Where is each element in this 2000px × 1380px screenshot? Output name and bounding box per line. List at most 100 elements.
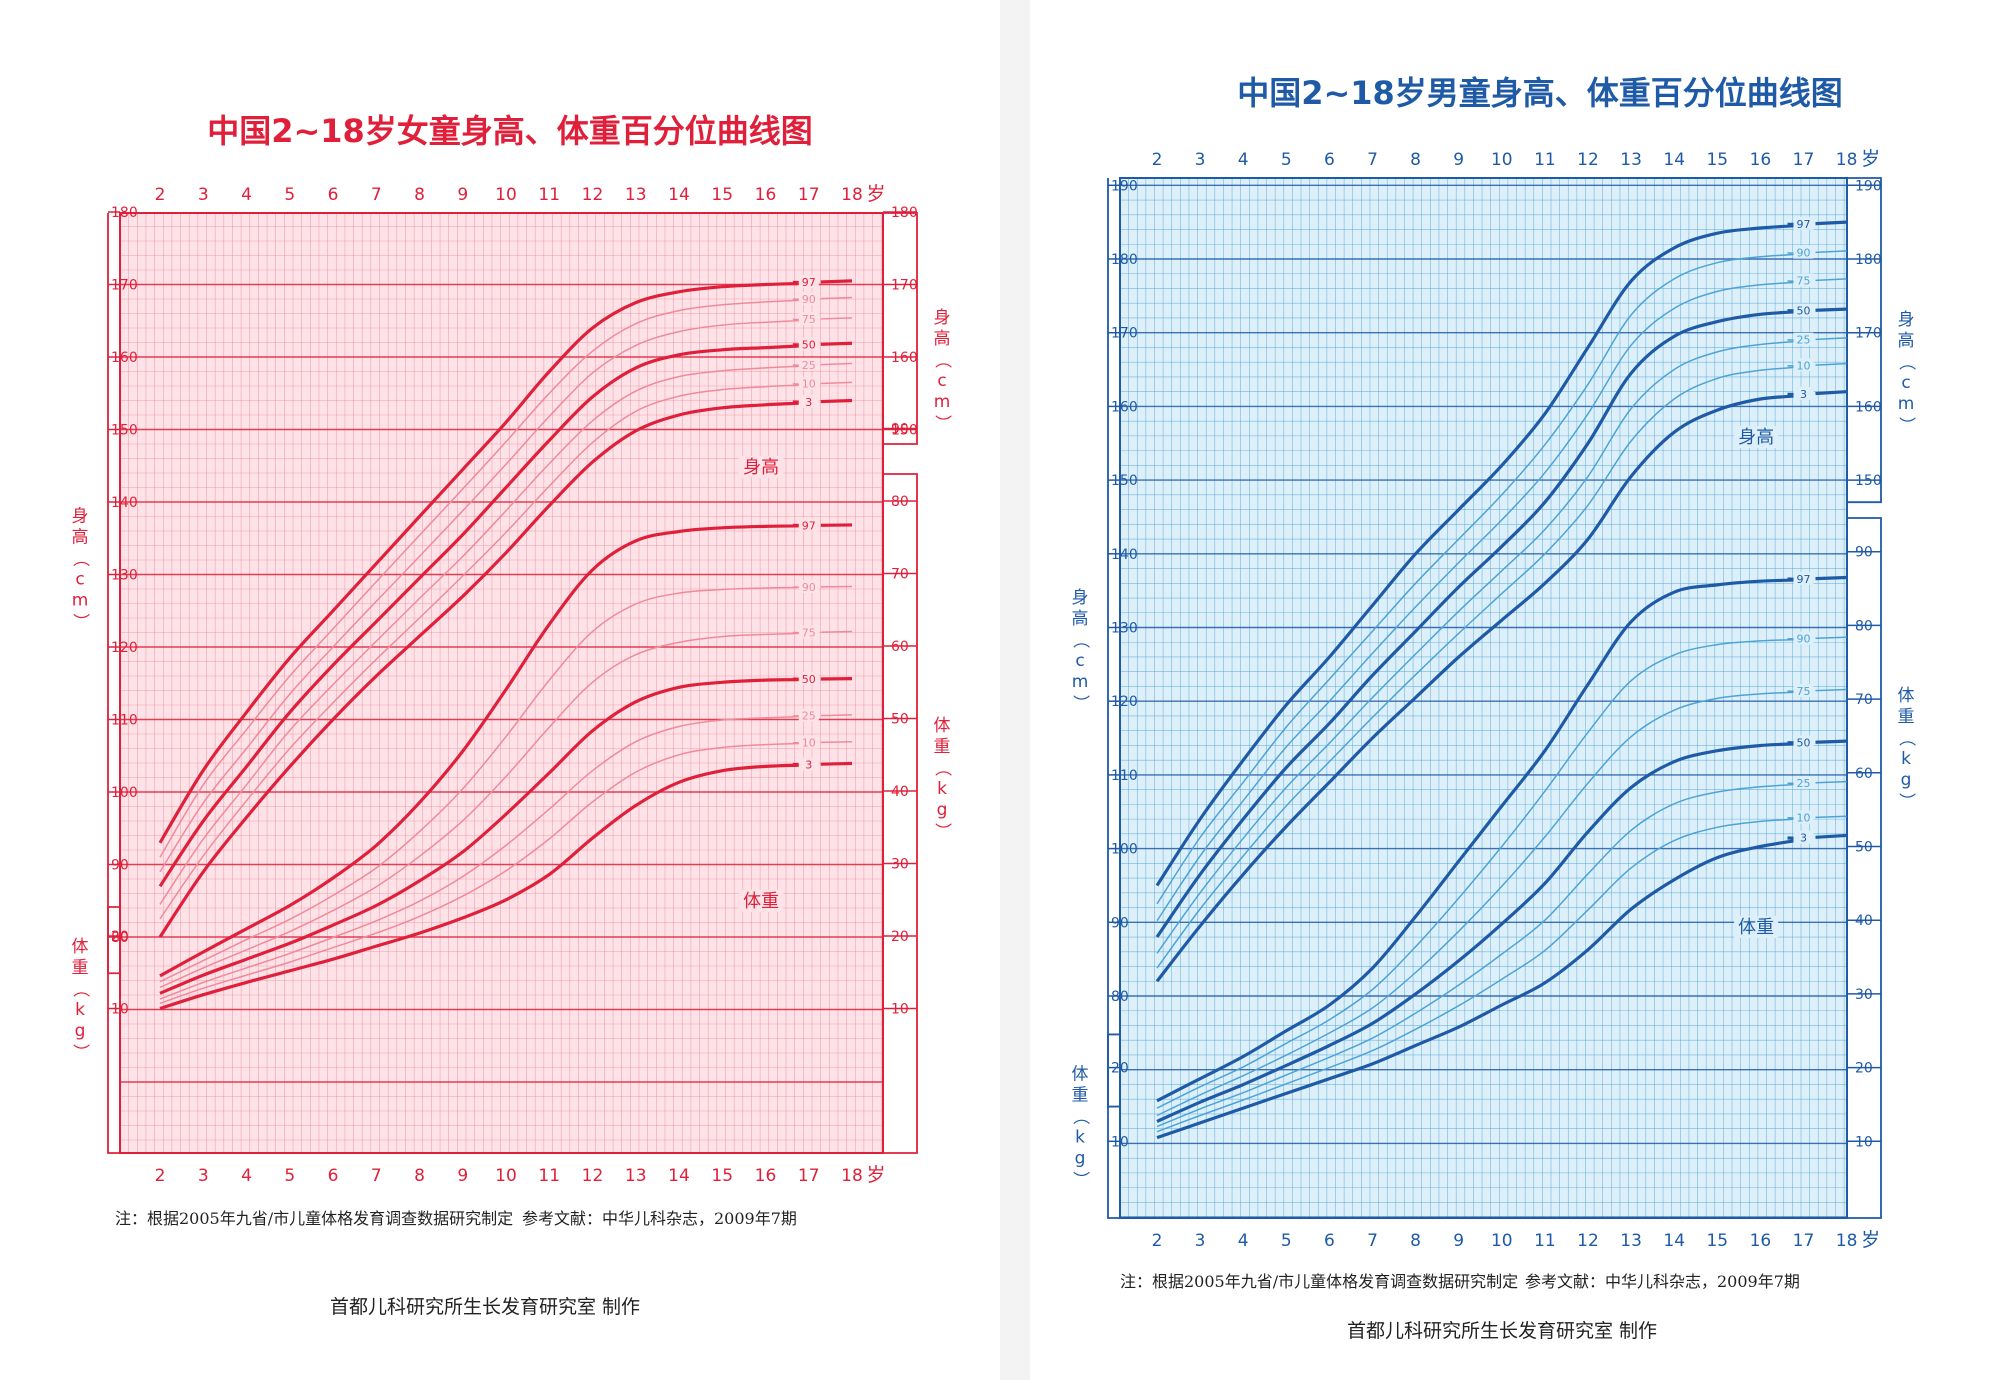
girls-age-label-top: 2 (155, 185, 166, 205)
girls-age-label-bottom: 2 (155, 1166, 166, 1186)
girls-weight-p75-label-bg (798, 625, 819, 639)
boys-age-label-bottom: 4 (1238, 1231, 1249, 1251)
boys-age-label-bottom: 14 (1663, 1231, 1685, 1251)
boys-right-height-tick-label: 150 (1855, 473, 1882, 489)
girls-height-p97-tail (820, 279, 853, 284)
girls-weight-p97-label-bg (798, 518, 819, 532)
girls-age-unit-top: 岁 (866, 183, 885, 205)
girls-weight-p97-label: 97 (802, 519, 816, 532)
girls-age-label-bottom: 6 (328, 1166, 339, 1186)
boys-age-label-bottom: 6 (1324, 1231, 1335, 1251)
boys-weight-p25-curve (1156, 782, 1805, 1128)
boys-weight-p10-label-bg (1793, 810, 1814, 824)
boys-right-weight-axis-label: 体重 （ kg ） (1896, 686, 1916, 810)
girls-weight-p50-curve (159, 677, 812, 995)
boys-age-label-bottom: 16 (1750, 1231, 1772, 1251)
girls-height-group-label-bg (739, 456, 784, 478)
svg-text:m: m (1072, 672, 1089, 692)
girls-weight-p10-curve (159, 741, 811, 1005)
boys-weight-p3-label-bg (1793, 830, 1814, 844)
girls-left-weight-tick-label: 10 (111, 1002, 129, 1018)
boys-left-height-tick-label: 100 (1111, 842, 1138, 858)
boys-age-label-top: 15 (1706, 150, 1728, 170)
svg-text:身: 身 (934, 308, 951, 328)
svg-text:高: 高 (1072, 609, 1089, 629)
boys-weight-p50-tail (1815, 739, 1847, 744)
svg-text:g: g (75, 1021, 86, 1041)
boys-chart-sheet: 中国2~18岁男童身高、体重百分位曲线图 2 2 3 3 4 4 5 5 6 6 7 7 8 8 9 9 10 10… (1030, 0, 2000, 1380)
boys-height-p3-label: 3 (1800, 388, 1807, 401)
girls-height-p50-curve (158, 343, 812, 888)
girls-age-label-bottom: 3 (198, 1166, 209, 1186)
svg-text:（: （ (1896, 730, 1916, 747)
girls-right-weight-tick-label: 10 (891, 1002, 909, 1018)
svg-text:）: ） (1896, 417, 1916, 434)
boys-left-weight-tick-label: 10 (1111, 1134, 1129, 1150)
boys-age-label-bottom: 12 (1577, 1231, 1599, 1251)
boys-left-height-tick-label: 110 (1111, 768, 1138, 784)
girls-left-height-tick-label: 80 (111, 930, 129, 946)
svg-text:（: （ (932, 760, 952, 777)
svg-text:高: 高 (1898, 331, 1915, 351)
girls-age-label-bottom: 15 (711, 1166, 733, 1186)
svg-text:k: k (937, 779, 947, 799)
girls-weight-p25-curve (159, 715, 811, 1000)
girls-height-p25-curve (159, 364, 811, 905)
girls-right-height-tick-label: 180 (891, 205, 918, 221)
boys-height-p10-label-bg (1793, 358, 1814, 372)
svg-text:）: ） (1896, 793, 1916, 810)
boys-reference: 参考文献：中华儿科杂志，2009年7期 (1525, 1272, 1800, 1291)
girls-left-height-tick-label: 160 (111, 350, 138, 366)
svg-text:（: （ (1070, 1108, 1090, 1125)
boys-weight-group-label: 体重 (1738, 917, 1774, 938)
girls-growth-chart: 中国2~18岁女童身高、体重百分位曲线图 2 2 3 3 4 4 5 5 6 6 7 7 8 8 9 9 10 10… (70, 112, 952, 1186)
boys-right-height-bracket (1847, 177, 1882, 504)
girls-chart-sheet: 中国2~18岁女童身高、体重百分位曲线图 2 2 3 3 4 4 5 5 6 6 7 7 8 8 9 9 10 10… (70, 112, 952, 1318)
girls-height-p3-label: 3 (805, 396, 812, 409)
girls-age-label-bottom: 4 (241, 1166, 252, 1186)
boys-weight-p50-curve (1156, 741, 1806, 1123)
girls-weight-p10-label-bg (798, 735, 819, 749)
girls-left-height-tick-label: 140 (111, 495, 138, 511)
girls-weight-p90-curve (159, 586, 811, 983)
svg-text:重: 重 (1898, 707, 1915, 727)
girls-height-group-label: 身高 (743, 457, 779, 478)
boys-weight-p3-tail (1815, 833, 1847, 839)
svg-text:c: c (75, 570, 84, 590)
boys-height-p50-label-bg (1793, 303, 1814, 317)
boys-weight-p3-label: 3 (1800, 832, 1807, 845)
girls-footnote: 注：根据2005年九省/市儿童体格发育调查数据研究制定 (115, 1209, 514, 1228)
boys-weight-p75-label-bg (1793, 683, 1814, 697)
girls-height-p97-label-bg (798, 275, 819, 289)
boys-weight-p97-curve (1156, 577, 1806, 1103)
boys-age-label-bottom: 15 (1706, 1231, 1728, 1251)
girls-left-height-tick-label: 130 (111, 568, 138, 584)
girls-weight-p90-label: 90 (802, 581, 816, 594)
girls-age-label-top: 11 (538, 185, 560, 205)
boys-age-label-top: 7 (1367, 150, 1378, 170)
boys-right-weight-tick-label: 30 (1855, 987, 1873, 1003)
svg-text:g: g (1901, 770, 1912, 790)
girls-age-label-bottom: 16 (755, 1166, 777, 1186)
girls-left-height-axis-label: 身高 （ cm ） (70, 507, 90, 631)
girls-right-height-bracket (883, 212, 918, 445)
boys-plot-frame (1119, 177, 1848, 1219)
girls-weight-p97-curve (159, 523, 812, 978)
boys-age-label-top: 6 (1324, 150, 1335, 170)
boys-height-p3-curve (1155, 392, 1806, 983)
girls-age-label-top: 17 (798, 185, 820, 205)
boys-age-label-bottom: 10 (1491, 1231, 1513, 1251)
girls-age-label-bottom: 11 (538, 1166, 560, 1186)
girls-age-label-top: 4 (241, 185, 252, 205)
boys-height-p75-label-bg (1793, 273, 1814, 287)
svg-text:）: ） (70, 613, 90, 630)
boys-age-label-top: 13 (1620, 150, 1642, 170)
girls-age-label-top: 3 (198, 185, 209, 205)
svg-text:身: 身 (72, 507, 89, 527)
svg-text:m: m (1898, 394, 1915, 414)
svg-text:体: 体 (1898, 686, 1915, 706)
girls-right-weight-tick-label: 90 (891, 422, 909, 438)
boys-height-p97-label: 97 (1797, 218, 1811, 231)
girls-right-weight-axis-label: 体重 （ kg ） (932, 716, 952, 840)
svg-text:身: 身 (1072, 588, 1089, 608)
